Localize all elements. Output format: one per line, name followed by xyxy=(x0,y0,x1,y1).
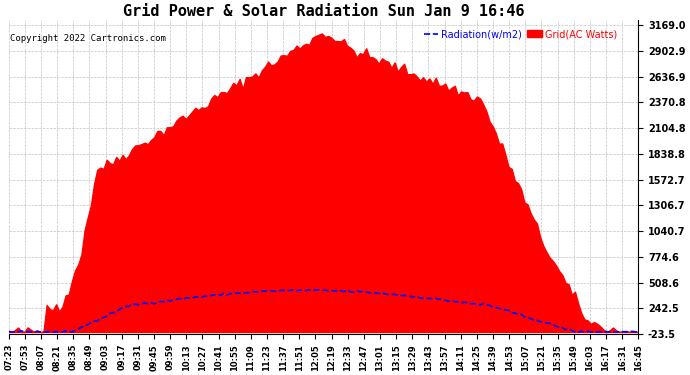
Text: Copyright 2022 Cartronics.com: Copyright 2022 Cartronics.com xyxy=(10,34,166,44)
Title: Grid Power & Solar Radiation Sun Jan 9 16:46: Grid Power & Solar Radiation Sun Jan 9 1… xyxy=(123,4,524,19)
Legend: Radiation(w/m2), Grid(AC Watts): Radiation(w/m2), Grid(AC Watts) xyxy=(420,25,621,43)
